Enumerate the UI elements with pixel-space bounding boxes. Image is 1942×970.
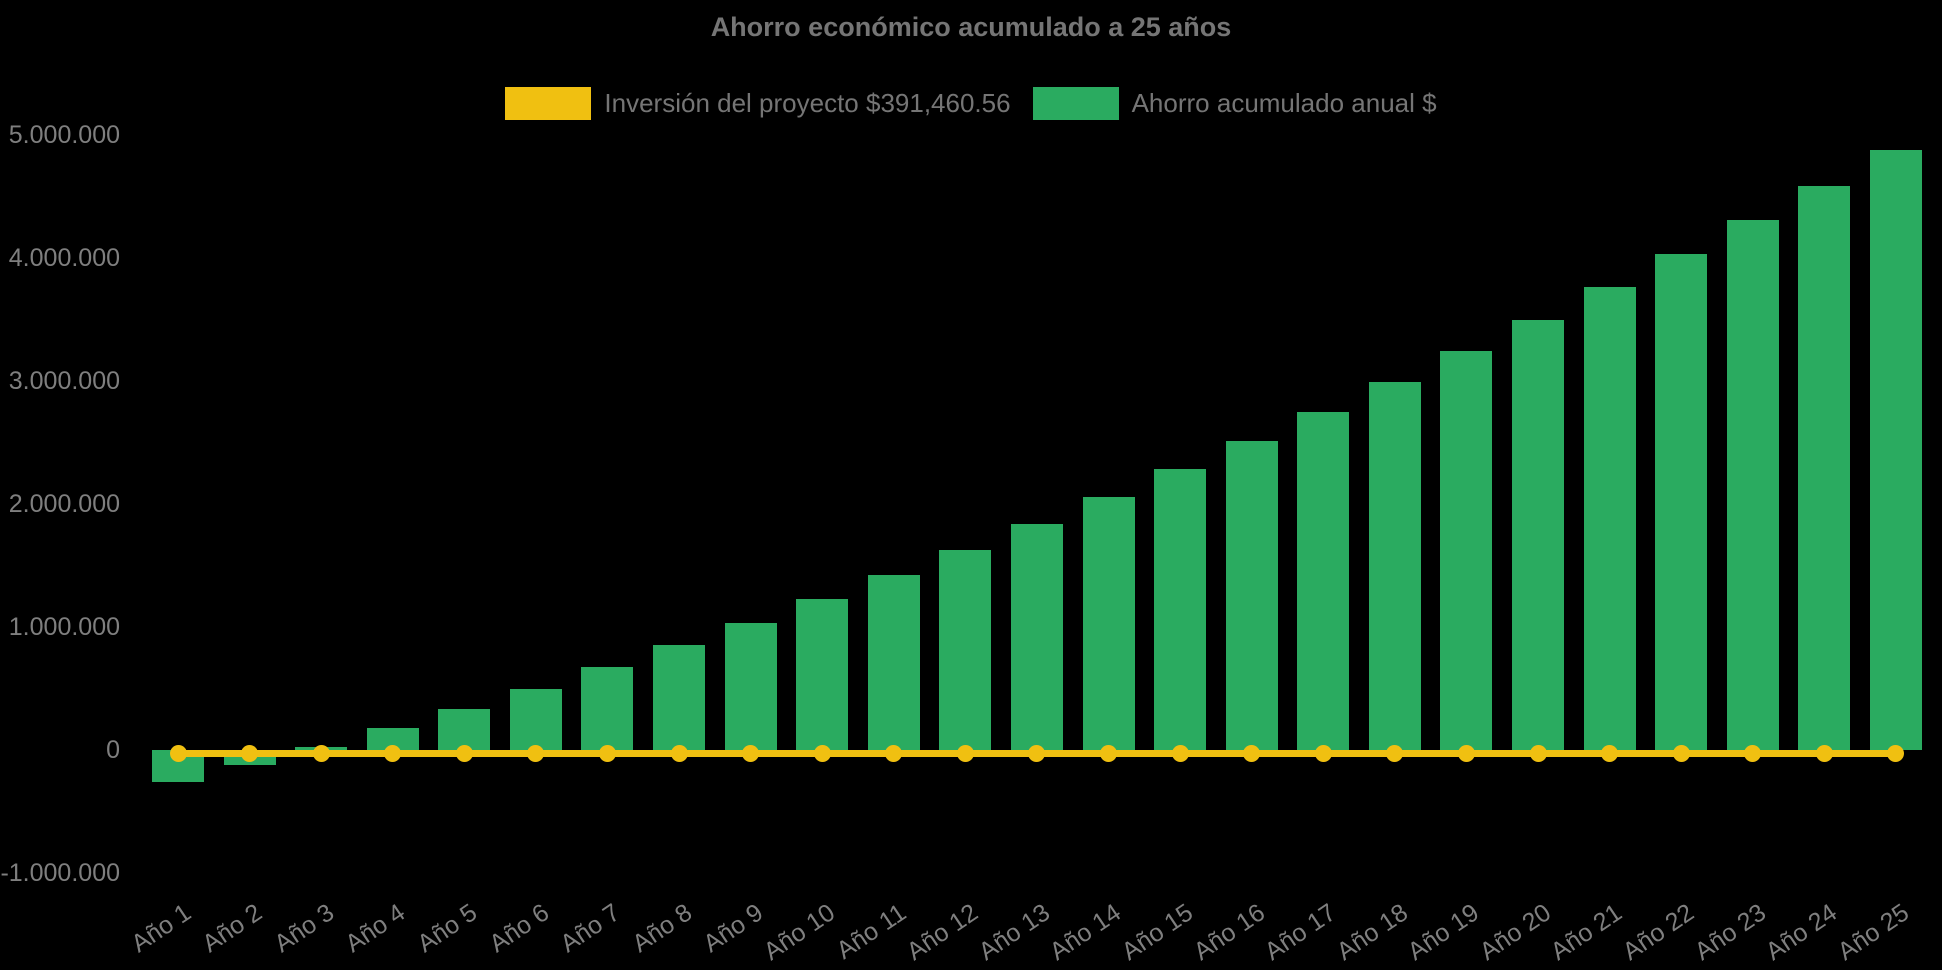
line-point-año-5[interactable]	[455, 745, 473, 762]
x-axis-label-año-17: Año 17	[1259, 898, 1342, 966]
legend-label-savings: Ahorro acumulado anual $	[1131, 88, 1437, 118]
bar-año-11[interactable]	[867, 574, 920, 750]
x-axis-label-año-21: Año 21	[1546, 898, 1628, 966]
bar-año-17[interactable]	[1297, 411, 1350, 750]
line-point-año-23[interactable]	[1744, 745, 1762, 762]
line-point-año-15[interactable]	[1171, 745, 1189, 762]
bar-año-8[interactable]	[653, 645, 706, 750]
line-point-año-24[interactable]	[1815, 745, 1833, 762]
legend-swatch-investment	[505, 87, 592, 120]
x-axis-label-año-5: Año 5	[412, 898, 483, 959]
line-point-año-4[interactable]	[384, 745, 402, 762]
bar-año-14[interactable]	[1082, 496, 1135, 750]
x-axis-label-año-12: Año 12	[901, 898, 984, 966]
line-point-año-12[interactable]	[956, 745, 974, 762]
line-point-año-19[interactable]	[1457, 745, 1475, 762]
bar-año-10[interactable]	[796, 598, 849, 750]
line-point-año-17[interactable]	[1314, 745, 1332, 762]
line-point-año-1[interactable]	[169, 745, 187, 762]
y-axis-label-0: 0	[106, 736, 120, 764]
bar-año-6[interactable]	[509, 688, 562, 750]
bar-año-4[interactable]	[366, 728, 419, 750]
x-axis-label-año-19: Año 19	[1402, 898, 1485, 966]
bar-año-19[interactable]	[1440, 351, 1493, 750]
bar-año-15[interactable]	[1154, 469, 1207, 750]
line-point-año-20[interactable]	[1529, 745, 1547, 762]
line-point-año-10[interactable]	[813, 745, 831, 762]
bar-año-21[interactable]	[1583, 287, 1636, 750]
bar-año-13[interactable]	[1010, 523, 1063, 750]
y-axis-label-1.000.000: 1.000.000	[8, 613, 120, 641]
x-axis-label-año-13: Año 13	[973, 898, 1055, 966]
line-point-año-16[interactable]	[1243, 745, 1261, 762]
line-point-año-13[interactable]	[1028, 745, 1046, 762]
x-axis-label-año-9: Año 9	[698, 898, 769, 959]
x-axis-label-año-2: Año 2	[197, 898, 268, 959]
x-axis-label-año-6: Año 6	[483, 898, 554, 959]
bar-año-20[interactable]	[1512, 319, 1565, 750]
legend: Inversión del proyecto $391,460.56 Ahorr…	[0, 87, 1942, 120]
bar-año-9[interactable]	[724, 622, 777, 750]
bar-año-5[interactable]	[438, 708, 491, 750]
line-point-año-2[interactable]	[241, 745, 259, 762]
bar-año-7[interactable]	[581, 667, 634, 750]
x-axis-label-año-14: Año 14	[1045, 898, 1127, 966]
bar-año-18[interactable]	[1368, 381, 1421, 750]
y-axis-label-5.000.000: 5.000.000	[8, 121, 120, 149]
x-axis-label-año-3: Año 3	[269, 898, 340, 959]
bar-año-23[interactable]	[1726, 220, 1779, 750]
line-point-año-14[interactable]	[1100, 745, 1118, 762]
x-axis-label-año-15: Año 15	[1116, 898, 1199, 966]
chart-title: Ahorro económico acumulado a 25 años	[710, 12, 1232, 42]
x-axis-label-año-11: Año 11	[831, 898, 912, 965]
line-point-año-11[interactable]	[885, 745, 903, 762]
x-axis-label-año-16: Año 16	[1188, 898, 1270, 966]
legend-item-investment[interactable]: Inversión del proyecto $391,460.56	[505, 87, 1011, 120]
x-axis-label-año-24: Año 24	[1760, 898, 1843, 966]
line-point-año-21[interactable]	[1601, 745, 1619, 762]
y-axis-label-4.000.000: 4.000.000	[8, 244, 120, 272]
legend-swatch-savings	[1032, 87, 1119, 120]
legend-label-investment: Inversión del proyecto $391,460.56	[604, 88, 1011, 118]
y-axis-label-3.000.000: 3.000.000	[8, 367, 120, 395]
bar-año-24[interactable]	[1798, 185, 1851, 750]
legend-item-savings[interactable]: Ahorro acumulado anual $	[1032, 87, 1437, 120]
x-axis-label-año-20: Año 20	[1474, 898, 1556, 966]
x-axis-label-año-4: Año 4	[340, 898, 411, 959]
line-point-año-18[interactable]	[1386, 745, 1404, 762]
x-axis-label-año-1: Año 1	[125, 898, 196, 959]
bar-año-12[interactable]	[939, 549, 992, 750]
x-axis-label-año-7: Año 7	[555, 898, 626, 959]
line-point-año-22[interactable]	[1672, 745, 1690, 762]
line-point-año-25[interactable]	[1887, 745, 1905, 762]
bar-año-16[interactable]	[1225, 440, 1278, 750]
line-point-año-8[interactable]	[670, 745, 688, 762]
line-point-año-3[interactable]	[312, 745, 330, 762]
x-axis-label-año-22: Año 22	[1617, 898, 1700, 966]
x-axis-label-año-10: Año 10	[758, 898, 841, 966]
y-axis-label--1.000.000: -1.000.000	[0, 859, 120, 887]
bar-año-22[interactable]	[1655, 254, 1708, 750]
bar-año-25[interactable]	[1869, 150, 1922, 750]
x-axis-label-año-18: Año 18	[1331, 898, 1413, 966]
x-axis-label-año-23: Año 23	[1689, 898, 1771, 966]
line-point-año-7[interactable]	[598, 745, 616, 762]
line-point-año-9[interactable]	[742, 745, 760, 762]
x-axis-label-año-8: Año 8	[627, 898, 697, 959]
x-axis-label-año-25: Año 25	[1832, 898, 1914, 966]
line-point-año-6[interactable]	[527, 745, 545, 762]
y-axis-label-2.000.000: 2.000.000	[8, 490, 120, 518]
